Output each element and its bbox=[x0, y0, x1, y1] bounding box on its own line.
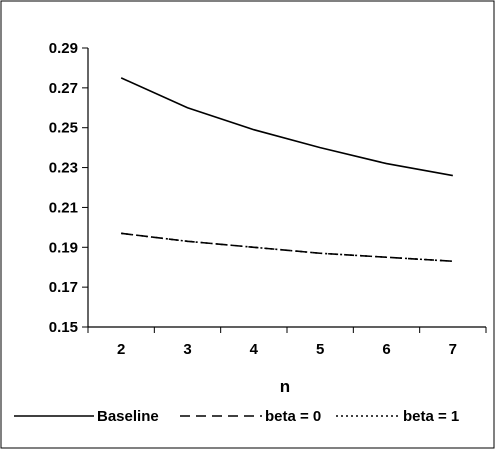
x-tick-label: 6 bbox=[382, 341, 390, 358]
y-tick-label: 0.19 bbox=[49, 239, 78, 256]
x-tick-label: 7 bbox=[449, 341, 457, 358]
y-tick-label: 0.17 bbox=[49, 279, 78, 296]
y-tick-label: 0.23 bbox=[49, 160, 78, 177]
x-tick-label: 3 bbox=[183, 341, 191, 358]
y-tick-label: 0.27 bbox=[49, 80, 78, 97]
series-line-1 bbox=[120, 77, 453, 177]
y-tick-label: 0.25 bbox=[49, 120, 78, 137]
y-tick-label: 0.29 bbox=[49, 40, 78, 57]
legend-label-3: beta = 1 bbox=[403, 408, 459, 425]
legend-label-2: beta = 0 bbox=[265, 408, 321, 425]
x-tick-label: 4 bbox=[250, 341, 259, 358]
series-line-3 bbox=[121, 232, 453, 263]
legend-label-1: Baseline bbox=[97, 408, 159, 425]
x-tick-label: 2 bbox=[117, 341, 125, 358]
x-tick-label: 5 bbox=[316, 341, 324, 358]
x-axis-title: n bbox=[280, 377, 290, 396]
legend: Baseline beta = 0 beta = 1 bbox=[14, 408, 459, 425]
y-tick-label: 0.15 bbox=[49, 319, 78, 336]
y-tick-label: 0.21 bbox=[49, 199, 78, 216]
